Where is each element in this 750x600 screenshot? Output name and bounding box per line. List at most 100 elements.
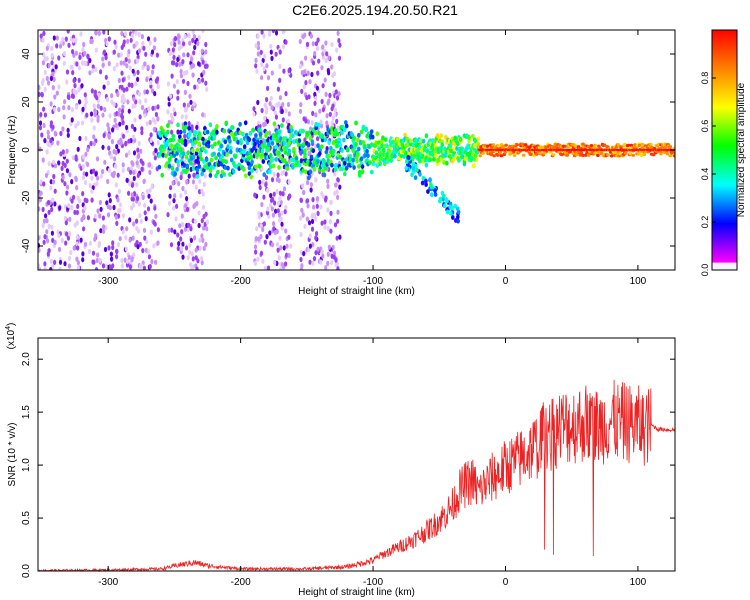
spectrogram-band-cell bbox=[176, 122, 180, 128]
spectrogram-speckle bbox=[127, 58, 131, 64]
spectrogram-band-cell bbox=[395, 147, 399, 153]
spectrogram-speckle bbox=[73, 222, 77, 228]
spectrogram-speckle bbox=[131, 161, 135, 167]
spectrogram-speckle bbox=[324, 40, 328, 46]
spectrogram-speckle bbox=[114, 43, 118, 50]
spectrogram-speckle bbox=[145, 239, 149, 245]
spectrogram-speckle bbox=[305, 216, 309, 222]
spectrogram-speckle bbox=[266, 206, 270, 212]
spectrogram-speckle bbox=[167, 227, 171, 233]
spectrogram-speckle bbox=[63, 215, 67, 221]
spectrogram-speckle bbox=[156, 84, 160, 90]
spectrogram-speckle bbox=[299, 256, 303, 263]
spectrogram-speckle bbox=[112, 49, 116, 55]
spectrogram-band-cell bbox=[442, 160, 446, 165]
spectrogram-speckle bbox=[204, 241, 208, 247]
spectrogram-speckle bbox=[201, 30, 205, 34]
spectrogram-speckle bbox=[120, 70, 124, 76]
spectrogram-speckle bbox=[70, 179, 74, 185]
spectrogram-band-cell bbox=[256, 148, 261, 154]
colorbar-step bbox=[712, 46, 737, 49]
spectrogram-speckle bbox=[114, 214, 118, 220]
spectrogram-speckle bbox=[116, 172, 120, 178]
spectrogram-speckle bbox=[135, 239, 139, 246]
colorbar-step bbox=[712, 178, 737, 181]
spectrogram-speckle bbox=[75, 104, 79, 110]
spectrogram-speckle bbox=[316, 246, 320, 252]
spectrogram-band-cell bbox=[297, 162, 302, 168]
spectrogram-band-cell bbox=[593, 143, 597, 147]
spectrogram-band-cell bbox=[311, 148, 316, 154]
spectrogram-band-cell bbox=[271, 163, 276, 169]
spectrogram-speckle bbox=[286, 101, 291, 108]
colorbar-step bbox=[712, 218, 737, 221]
spectrogram-speckle bbox=[156, 227, 160, 233]
spectrogram-speckle bbox=[146, 206, 151, 212]
spectrogram-speckle bbox=[132, 43, 136, 49]
spectrogram-speckle bbox=[272, 221, 276, 227]
spectrogram-speckle bbox=[320, 98, 324, 105]
spectrogram-band-cell bbox=[344, 165, 349, 171]
spectrogram-band-cell bbox=[250, 159, 254, 165]
spectrogram-speckle bbox=[81, 164, 85, 170]
spectrogram-speckle bbox=[45, 56, 49, 62]
spectrogram-speckle bbox=[125, 226, 129, 232]
colorbar-step bbox=[712, 148, 737, 151]
spectrogram-streak-cell bbox=[443, 203, 447, 209]
spectrogram-speckle bbox=[137, 31, 141, 37]
spectrogram-speckle bbox=[142, 45, 146, 51]
colorbar-step bbox=[712, 188, 737, 191]
spectrogram-speckle bbox=[202, 69, 206, 76]
spectrogram-speckle bbox=[82, 154, 86, 160]
spectrogram-band-cell bbox=[351, 157, 356, 163]
spectrogram-band-cell bbox=[205, 129, 210, 135]
spectrogram-speckle bbox=[272, 171, 276, 178]
spectrogram-y-tick-label: 0 bbox=[21, 147, 32, 153]
spectrogram-speckle bbox=[153, 37, 157, 43]
spectrogram-speckle bbox=[192, 34, 197, 40]
spectrogram-streak-cell bbox=[426, 189, 430, 195]
spectrogram-speckle bbox=[90, 175, 94, 181]
spectrogram-band-cell bbox=[357, 132, 361, 138]
spectrogram-speckle bbox=[103, 159, 107, 165]
spectrogram-speckle bbox=[71, 38, 76, 44]
colorbar-step bbox=[712, 242, 737, 245]
spectrogram-speckle bbox=[107, 36, 111, 42]
spectrogram-speckle bbox=[91, 259, 95, 265]
spectrogram-speckle bbox=[260, 30, 264, 35]
spectrogram-speckle bbox=[121, 229, 125, 235]
spectrogram-speckle bbox=[125, 86, 129, 92]
colorbar-step bbox=[712, 224, 737, 227]
spectrogram-speckle bbox=[81, 257, 85, 263]
spectrogram-speckle bbox=[83, 92, 87, 98]
spectrogram-speckle bbox=[117, 77, 121, 84]
spectrogram-speckle bbox=[326, 183, 330, 189]
colorbar-step bbox=[712, 264, 737, 267]
spectrogram-speckle bbox=[95, 257, 99, 264]
colorbar-step bbox=[712, 116, 737, 119]
spectrogram-speckle bbox=[136, 244, 140, 250]
spectrogram-speckle bbox=[43, 69, 47, 75]
colorbar-step bbox=[712, 262, 737, 265]
snr-frame bbox=[37, 337, 676, 572]
spectrogram-speckle bbox=[76, 265, 80, 270]
spectrogram-speckle bbox=[183, 33, 187, 40]
spectrogram-speckle bbox=[76, 146, 80, 152]
spectrogram-speckle bbox=[130, 257, 134, 263]
spectrogram-band-cell bbox=[212, 151, 216, 157]
spectrogram-speckle bbox=[181, 254, 185, 260]
spectrogram-band-cell bbox=[432, 157, 436, 162]
spectrogram-speckle bbox=[116, 197, 120, 203]
spectrogram-speckle bbox=[264, 175, 269, 181]
spectrogram-band-cell bbox=[228, 138, 232, 144]
spectrogram-speckle bbox=[93, 236, 97, 242]
spectrogram-speckle bbox=[43, 261, 47, 267]
spectrogram-speckle bbox=[119, 52, 123, 58]
spectrogram-speckle bbox=[316, 210, 320, 216]
spectrogram-speckle bbox=[169, 41, 173, 47]
spectrogram-speckle bbox=[118, 202, 122, 208]
spectrogram-band-cell bbox=[285, 166, 290, 172]
spectrogram-speckle bbox=[73, 209, 77, 215]
spectrogram-band-cell bbox=[532, 154, 536, 158]
spectrogram-speckle bbox=[280, 108, 284, 114]
